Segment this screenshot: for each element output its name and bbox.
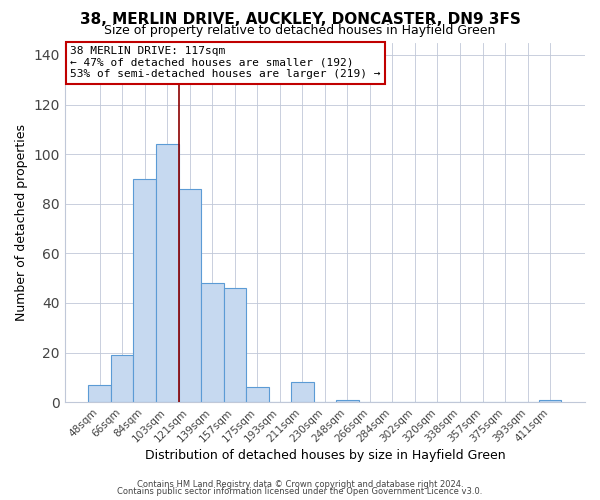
Bar: [179, 189, 201, 402]
Text: Contains public sector information licensed under the Open Government Licence v3: Contains public sector information licen…: [118, 487, 482, 496]
Bar: [133, 179, 156, 402]
Text: 38, MERLIN DRIVE, AUCKLEY, DONCASTER, DN9 3FS: 38, MERLIN DRIVE, AUCKLEY, DONCASTER, DN…: [80, 12, 520, 28]
X-axis label: Distribution of detached houses by size in Hayfield Green: Distribution of detached houses by size …: [145, 450, 505, 462]
Bar: [539, 400, 562, 402]
Bar: [201, 283, 224, 402]
Y-axis label: Number of detached properties: Number of detached properties: [15, 124, 28, 321]
Bar: [224, 288, 246, 402]
Bar: [336, 400, 359, 402]
Text: Contains HM Land Registry data © Crown copyright and database right 2024.: Contains HM Land Registry data © Crown c…: [137, 480, 463, 489]
Text: 38 MERLIN DRIVE: 117sqm
← 47% of detached houses are smaller (192)
53% of semi-d: 38 MERLIN DRIVE: 117sqm ← 47% of detache…: [70, 46, 380, 80]
Bar: [88, 385, 111, 402]
Bar: [291, 382, 314, 402]
Bar: [111, 355, 133, 402]
Bar: [246, 388, 269, 402]
Text: Size of property relative to detached houses in Hayfield Green: Size of property relative to detached ho…: [104, 24, 496, 37]
Bar: [156, 144, 179, 402]
